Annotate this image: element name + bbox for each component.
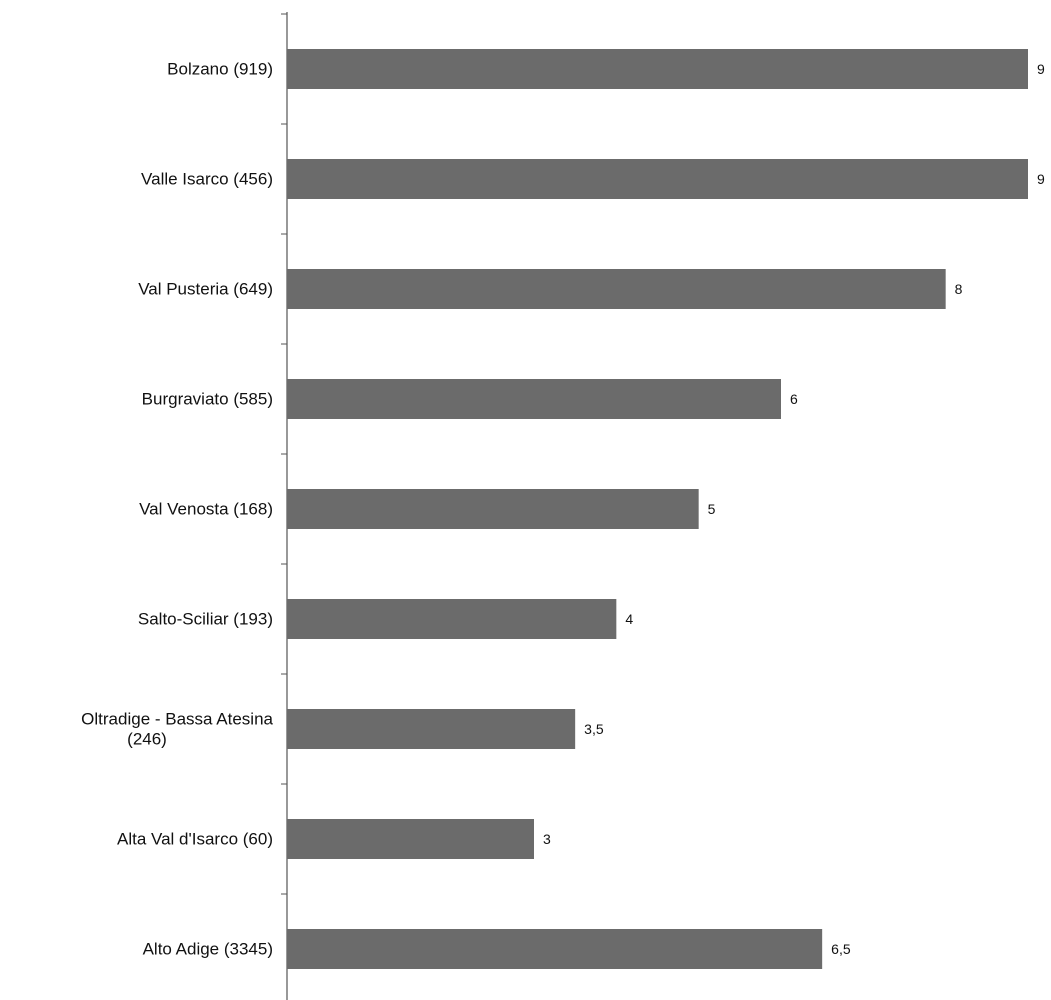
bar — [287, 379, 781, 419]
category-label: Oltradige - Bassa Atesina — [81, 710, 273, 729]
bar — [287, 599, 617, 639]
bar — [287, 49, 1028, 89]
bar — [287, 269, 946, 309]
category-label: Bolzano (919) — [167, 60, 273, 79]
value-label: 9 — [1037, 61, 1045, 77]
bar — [287, 159, 1028, 199]
category-label: Alta Val d'Isarco (60) — [117, 830, 273, 849]
bar — [287, 929, 823, 969]
category-label: Val Venosta (168) — [139, 500, 273, 519]
value-label: 3,5 — [584, 721, 604, 737]
value-label: 8 — [955, 281, 963, 297]
category-label-group: Bolzano (919) Valle Isarco (456) Val Puste… — [81, 60, 273, 959]
category-label: Salto-Sciliar (193) — [138, 610, 273, 629]
category-label: Burgraviato (585) — [142, 390, 273, 409]
bar-group — [287, 49, 1028, 969]
value-label: 6 — [790, 391, 798, 407]
category-label: Val Pusteria (649) — [138, 280, 273, 299]
bar — [287, 489, 699, 529]
value-label-group: 9 9 8 6 5 4 3,5 3 6,5 — [543, 61, 1045, 957]
category-label: Alto Adige (3345) — [143, 940, 273, 959]
category-label: (246) — [127, 730, 167, 749]
chart-axis — [281, 12, 288, 1000]
value-label: 3 — [543, 831, 551, 847]
bar — [287, 819, 534, 859]
value-label: 6,5 — [831, 941, 851, 957]
value-label: 9 — [1037, 171, 1045, 187]
value-label: 4 — [625, 611, 633, 627]
category-label: Valle Isarco (456) — [141, 170, 273, 189]
bar — [287, 709, 576, 749]
value-label: 5 — [708, 501, 716, 517]
